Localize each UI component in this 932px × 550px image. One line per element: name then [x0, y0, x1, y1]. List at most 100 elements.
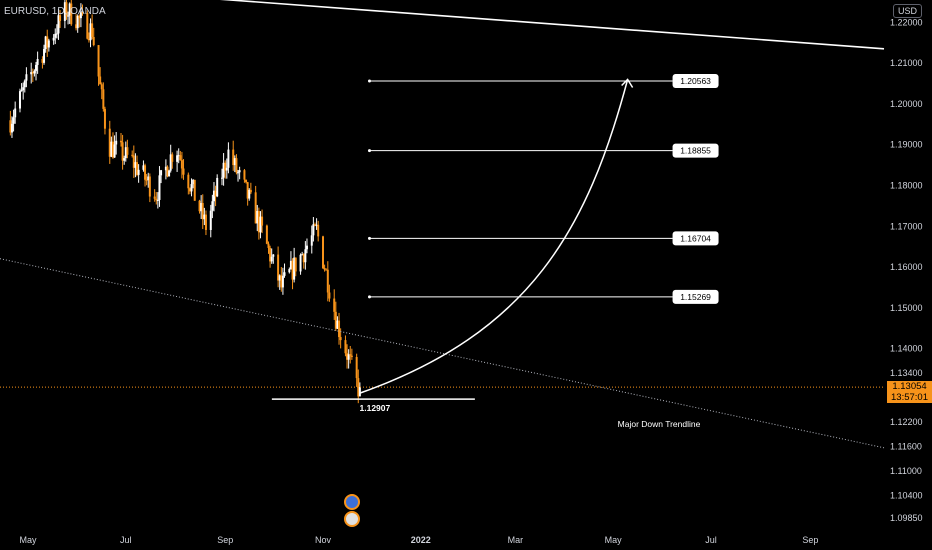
candle-body: [35, 64, 38, 71]
candle-body: [179, 155, 182, 161]
candle-body: [280, 275, 283, 288]
candle-body: [131, 154, 134, 156]
price-tick: 1.14000: [890, 344, 923, 354]
candle-body: [86, 12, 89, 39]
currency-button[interactable]: USD: [892, 4, 922, 18]
candle-body: [188, 188, 191, 192]
candle-body: [91, 23, 94, 37]
price-tick: 1.19000: [890, 140, 923, 150]
target-label: 1.20563: [680, 76, 711, 86]
candle-body: [272, 254, 275, 257]
candle-body: [322, 236, 324, 269]
candle-body: [78, 15, 81, 19]
candle-body: [169, 154, 172, 171]
candle-body: [346, 353, 349, 360]
candle-body: [259, 216, 262, 233]
candle-body: [267, 243, 270, 248]
candle-body: [238, 170, 241, 173]
candle-body: [36, 58, 39, 65]
candle-body: [336, 320, 339, 329]
candle-body: [168, 170, 171, 177]
candle-body: [334, 311, 337, 329]
candle-body: [144, 165, 147, 180]
candle-body: [211, 201, 214, 211]
candle-body: [103, 108, 106, 129]
candle-body: [315, 224, 318, 226]
calendar-event-icon: [344, 511, 360, 527]
candle-body: [153, 196, 156, 199]
candle-body: [224, 162, 227, 171]
candle-body: [283, 272, 286, 276]
candle-body: [22, 87, 25, 91]
candle-body: [164, 166, 167, 171]
candle-body: [134, 162, 137, 168]
candle-body: [136, 162, 139, 175]
candle-body: [180, 160, 183, 169]
time-tick: Mar: [508, 535, 524, 545]
candle-body: [289, 260, 292, 270]
candle-body: [203, 214, 206, 220]
price-tick: 1.09850: [890, 513, 923, 523]
candle-body: [350, 355, 353, 357]
candle-body: [142, 165, 145, 170]
candle-body: [87, 38, 90, 41]
candle-body: [100, 84, 103, 90]
candle-body: [328, 292, 331, 299]
candle-body: [212, 190, 215, 202]
candle-body: [126, 147, 129, 155]
candle-body: [52, 37, 55, 41]
candle-body: [344, 340, 347, 354]
swing-low-label: 1.12907: [360, 403, 391, 413]
candle-body: [12, 117, 15, 124]
candle-body: [325, 269, 328, 271]
candle-body: [47, 40, 50, 48]
candle-body: [121, 142, 124, 161]
candle-body: [192, 179, 195, 185]
candle-body: [65, 2, 68, 17]
candle-body: [79, 12, 82, 19]
candle-body: [214, 190, 217, 197]
time-tick: May: [605, 535, 623, 545]
candle-body: [166, 166, 169, 177]
candle-body: [46, 36, 49, 48]
candle-body: [92, 36, 95, 46]
candle-body: [347, 354, 350, 360]
candle-body: [97, 45, 100, 77]
candle-body: [25, 74, 28, 81]
candle-body: [115, 140, 118, 145]
candle-body: [291, 260, 294, 280]
candle-body: [108, 128, 111, 157]
candle-body: [257, 210, 260, 233]
candle-body: [249, 189, 252, 193]
target-label-box: [672, 289, 719, 304]
candle-body: [281, 275, 284, 288]
candle-body: [261, 216, 264, 226]
candle-body: [246, 182, 249, 199]
candle-body: [187, 174, 190, 189]
candle-body: [204, 214, 207, 230]
candle-body: [132, 155, 135, 168]
candle-body: [18, 91, 21, 109]
candle-body: [10, 123, 13, 133]
candle-body: [44, 36, 47, 50]
candle-body: [70, 3, 73, 25]
candle-body: [137, 169, 140, 175]
candle-body: [243, 170, 246, 180]
time-tick: Sep: [802, 535, 818, 545]
candle-body: [227, 149, 230, 168]
candle-body: [237, 172, 240, 174]
candle-body: [293, 257, 296, 280]
target-dot: [367, 149, 371, 153]
candle-body: [216, 177, 219, 197]
price-tick: 1.16000: [890, 262, 923, 272]
current-price-badge: 1.13054: [887, 381, 932, 393]
candle-body: [313, 224, 316, 226]
candle-body: [269, 247, 272, 262]
axes: 1.22000 1.21000 1.20000 1.19000 1.18000 1.170…: [19, 17, 922, 545]
price-tick: 1.21000: [890, 58, 923, 68]
target-dot: [367, 79, 371, 83]
target-label-box: [672, 143, 719, 158]
candle-body: [305, 245, 308, 250]
candle-body: [147, 176, 150, 181]
